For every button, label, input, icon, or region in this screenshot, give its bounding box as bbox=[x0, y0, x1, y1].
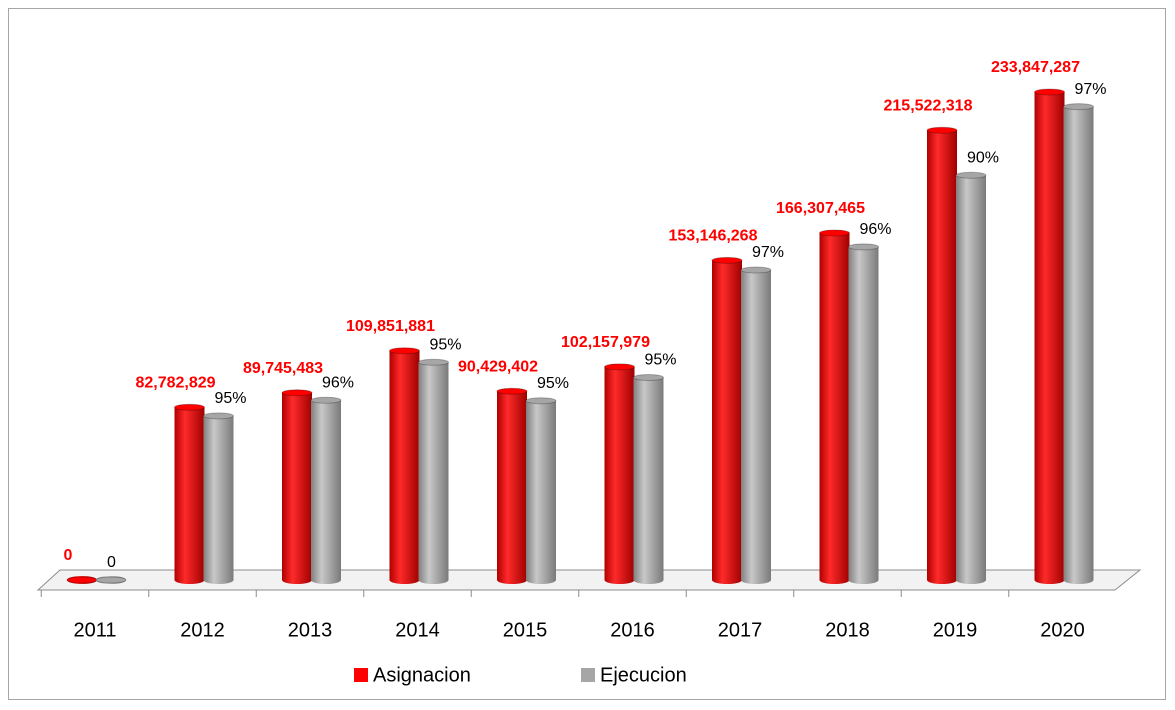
bar-body bbox=[311, 400, 341, 580]
legend-label: Asignacion bbox=[373, 664, 471, 686]
data-label: 0 bbox=[107, 554, 116, 571]
bar-bottom bbox=[927, 576, 957, 584]
data-label: 153,146,268 bbox=[669, 228, 758, 245]
bar-body bbox=[203, 415, 234, 580]
bar-body bbox=[282, 392, 312, 580]
x-tick-label: 2020 bbox=[1040, 619, 1085, 641]
bar-body bbox=[712, 260, 742, 580]
legend-label: Ejecucion bbox=[600, 664, 687, 686]
bar-bottom bbox=[604, 576, 635, 584]
bar-body bbox=[418, 362, 449, 580]
bar-top bbox=[819, 229, 850, 237]
data-label: 90% bbox=[967, 149, 999, 166]
bar-body bbox=[1034, 92, 1065, 580]
bar-bottom bbox=[712, 576, 742, 584]
bar-body bbox=[174, 407, 205, 580]
bar-top bbox=[95, 576, 127, 584]
bar-body bbox=[1063, 106, 1094, 580]
bar-body bbox=[526, 400, 556, 580]
bar-body bbox=[633, 377, 664, 580]
bar-bottom bbox=[848, 576, 879, 584]
bar-top bbox=[711, 256, 743, 264]
bar-body bbox=[604, 366, 635, 580]
bar-top bbox=[496, 387, 528, 395]
bar-top bbox=[174, 403, 205, 411]
data-label: 96% bbox=[860, 221, 892, 238]
bar-top bbox=[848, 243, 879, 251]
bar-body bbox=[819, 232, 850, 580]
bar-bottom bbox=[819, 576, 850, 584]
bar-bottom bbox=[203, 576, 234, 584]
data-label: 109,851,881 bbox=[346, 318, 435, 335]
data-label: 95% bbox=[645, 352, 677, 369]
bar-top bbox=[955, 171, 987, 179]
data-label: 95% bbox=[430, 336, 462, 353]
bar-top bbox=[1063, 103, 1094, 111]
legend-swatch bbox=[354, 668, 368, 682]
data-label: 89,745,483 bbox=[243, 360, 323, 377]
bar-bottom bbox=[956, 576, 986, 584]
bar-top bbox=[203, 412, 234, 420]
data-label: 97% bbox=[1075, 81, 1107, 98]
bar-body bbox=[956, 175, 986, 580]
data-label: 233,847,287 bbox=[991, 59, 1080, 76]
data-label: 95% bbox=[537, 375, 569, 392]
bar-top bbox=[281, 389, 313, 397]
bar-bottom bbox=[418, 576, 449, 584]
x-tick-label: 2011 bbox=[73, 619, 116, 641]
data-label: 97% bbox=[752, 244, 784, 261]
legend-swatch bbox=[581, 668, 595, 682]
bar-top bbox=[604, 363, 635, 371]
bar-bottom bbox=[497, 576, 527, 584]
data-label: 166,307,465 bbox=[776, 200, 865, 217]
data-label: 90,429,402 bbox=[458, 359, 538, 376]
bar-bottom bbox=[282, 576, 312, 584]
x-tick-label: 2017 bbox=[718, 619, 763, 641]
data-label: 0 bbox=[64, 547, 73, 564]
bar-bottom bbox=[174, 576, 205, 584]
x-tick-label: 2013 bbox=[288, 619, 333, 641]
x-tick-label: 2018 bbox=[825, 619, 870, 641]
bar-bottom bbox=[741, 576, 771, 584]
bar-bottom bbox=[1034, 576, 1065, 584]
bar-top bbox=[310, 396, 342, 404]
data-label: 82,782,829 bbox=[135, 374, 215, 391]
bar-top bbox=[66, 576, 98, 584]
data-label: 102,157,979 bbox=[561, 334, 650, 351]
x-tick-label: 2015 bbox=[503, 619, 548, 641]
bar-top bbox=[740, 266, 772, 274]
data-label: 96% bbox=[322, 374, 354, 391]
bar-bottom bbox=[311, 576, 341, 584]
bar-top bbox=[418, 358, 449, 366]
bar-top bbox=[926, 126, 958, 134]
bar-body bbox=[389, 350, 420, 580]
bar-top bbox=[1034, 88, 1065, 96]
bar-top bbox=[389, 347, 420, 355]
data-label: 95% bbox=[215, 390, 247, 407]
data-label: 215,522,318 bbox=[884, 97, 973, 114]
bar-bottom bbox=[1063, 576, 1094, 584]
bar-bottom bbox=[633, 576, 664, 584]
x-tick-label: 2016 bbox=[610, 619, 655, 641]
bar-top bbox=[633, 373, 664, 381]
x-tick-label: 2012 bbox=[180, 619, 225, 641]
bar-body bbox=[927, 130, 957, 580]
bar-body bbox=[848, 246, 879, 581]
bar-body bbox=[741, 269, 771, 580]
bar-top bbox=[525, 397, 557, 405]
chart-frame bbox=[8, 8, 1166, 700]
x-tick-label: 2019 bbox=[933, 619, 978, 641]
bar-body bbox=[497, 391, 527, 580]
x-tick-label: 2014 bbox=[395, 619, 440, 641]
bar-bottom bbox=[389, 576, 420, 584]
bar-bottom bbox=[526, 576, 556, 584]
